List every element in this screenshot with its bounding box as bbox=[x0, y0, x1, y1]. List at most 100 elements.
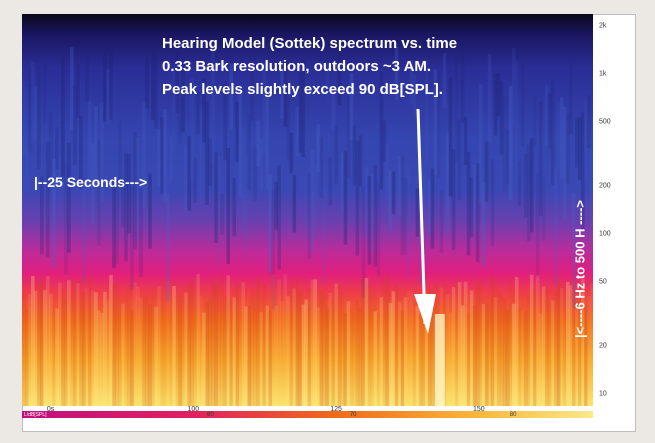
title-line-3: Peak levels slightly exceed 90 dB[SPL]. bbox=[162, 81, 443, 98]
spectrogram-column bbox=[487, 306, 492, 406]
spectrogram-column bbox=[541, 286, 546, 406]
spectrogram-column bbox=[346, 96, 351, 179]
spectrogram-column bbox=[115, 178, 119, 264]
spectrogram-column bbox=[481, 303, 486, 406]
x-tick-label: 0s bbox=[46, 406, 55, 413]
spectrogram-column bbox=[373, 311, 378, 406]
frequency-range-text: |<----6 Hz to 500 H ----> bbox=[572, 200, 588, 338]
spectrogram-column bbox=[298, 71, 303, 153]
spectrogram-column bbox=[316, 124, 321, 173]
spectrogram-column bbox=[448, 312, 453, 406]
spectrogram-column bbox=[520, 66, 525, 146]
x-tick-label: 125 bbox=[330, 406, 342, 413]
spectrogram-column bbox=[250, 288, 254, 406]
spectrogram-column bbox=[40, 277, 44, 406]
spectrogram-column bbox=[184, 144, 188, 214]
spectrogram-column bbox=[277, 165, 281, 270]
spectrogram-column bbox=[469, 177, 474, 237]
spectrogram-column bbox=[148, 173, 152, 249]
spectrogram-column bbox=[415, 306, 420, 406]
spectrogram-column bbox=[559, 97, 564, 180]
spectrogram-column bbox=[334, 283, 339, 406]
spectrogram-column bbox=[298, 291, 303, 406]
spectrogram-column bbox=[358, 135, 363, 187]
spectrogram-column bbox=[352, 125, 357, 186]
spectrogram-column bbox=[235, 285, 239, 406]
spectrogram-column bbox=[43, 64, 47, 123]
spectrogram-column bbox=[553, 291, 558, 406]
spectrogram-column bbox=[88, 275, 92, 406]
spectrogram-column bbox=[136, 286, 140, 406]
spectrogram-column bbox=[451, 148, 456, 251]
spectrogram-column bbox=[286, 96, 291, 160]
y-axis: 2k 1k 500 200 100 50 20 10 bbox=[593, 14, 633, 406]
spectrogram-column bbox=[454, 51, 459, 163]
spectrogram-column bbox=[274, 305, 278, 406]
spectrogram-column bbox=[328, 292, 333, 406]
spectrogram-column bbox=[569, 285, 573, 406]
spectrogram-column bbox=[430, 290, 435, 406]
spectrogram-column bbox=[292, 175, 297, 233]
spectrogram-column bbox=[259, 312, 263, 406]
spectrogram-column bbox=[590, 150, 593, 270]
title-line-1: Hearing Model (Sottek) spectrum vs. time bbox=[162, 35, 458, 52]
spectrogram-column bbox=[343, 313, 348, 406]
spectrogram-column bbox=[301, 58, 306, 158]
spectrogram-column bbox=[217, 156, 221, 266]
spectrogram-column bbox=[109, 274, 113, 406]
colorbar-label: 80 bbox=[509, 412, 517, 418]
spectrogram-column bbox=[541, 176, 546, 241]
spectrogram-column bbox=[538, 101, 543, 217]
spectrogram-column bbox=[346, 301, 351, 406]
spectrogram-column bbox=[421, 283, 426, 406]
spectrogram-column bbox=[133, 132, 137, 250]
spectrogram-column bbox=[88, 100, 92, 184]
spectrogram-column bbox=[511, 303, 516, 406]
y-tick-label: 20 bbox=[599, 342, 607, 350]
spectrogram-column bbox=[184, 292, 188, 406]
spectrogram-column bbox=[286, 296, 291, 406]
spectrogram-column bbox=[526, 144, 531, 242]
spectrogram-column bbox=[175, 283, 179, 406]
spectrogram-column bbox=[499, 80, 504, 155]
spectrogram-column bbox=[142, 296, 146, 406]
spectrogram-column bbox=[382, 276, 387, 406]
spectrogram-column bbox=[238, 91, 242, 198]
spectrogram-column bbox=[391, 291, 396, 406]
spectrogram-column bbox=[370, 287, 375, 406]
spectrogram-column bbox=[238, 312, 242, 406]
spectrogram-column bbox=[487, 53, 492, 143]
spectrogram-column bbox=[52, 303, 56, 406]
spectrogram-column bbox=[112, 283, 116, 406]
spectrogram-column bbox=[124, 289, 128, 406]
spectrogram-column bbox=[301, 304, 306, 406]
spectrogram-column bbox=[394, 46, 399, 101]
spectrogram-column bbox=[103, 291, 107, 406]
spectrogram-column bbox=[466, 312, 471, 406]
spectrogram-column bbox=[34, 290, 38, 406]
spectrogram-column bbox=[94, 292, 98, 406]
spectrogram-column bbox=[232, 297, 236, 406]
spectrogram-column bbox=[553, 166, 558, 286]
spectrogram-column bbox=[469, 290, 474, 406]
spectrogram-column bbox=[517, 161, 522, 206]
spectrogram-column bbox=[70, 280, 74, 406]
spectrogram-column bbox=[55, 127, 59, 170]
spectrogram-column bbox=[202, 312, 206, 406]
spectrogram-column bbox=[208, 296, 212, 406]
spectrogram-column bbox=[466, 151, 471, 256]
y-tick-label: 2k bbox=[599, 22, 607, 30]
spectrogram-column bbox=[584, 100, 588, 183]
spectrogram-column bbox=[166, 193, 170, 302]
spectrogram-column bbox=[463, 116, 468, 165]
spectrogram-column bbox=[394, 283, 399, 406]
spectrogram-column bbox=[61, 288, 65, 406]
spectrogram-column bbox=[70, 47, 74, 131]
spectrogram-column bbox=[277, 279, 281, 406]
spectrogram-column bbox=[109, 49, 113, 121]
spectrogram-column bbox=[67, 143, 71, 253]
title-line-2: 0.33 Bark resolution, outdoors ~3 AM. bbox=[162, 58, 432, 75]
spectrogram-column bbox=[337, 48, 342, 105]
spectrogram-column bbox=[376, 313, 381, 406]
spectrogram-column bbox=[154, 306, 158, 406]
